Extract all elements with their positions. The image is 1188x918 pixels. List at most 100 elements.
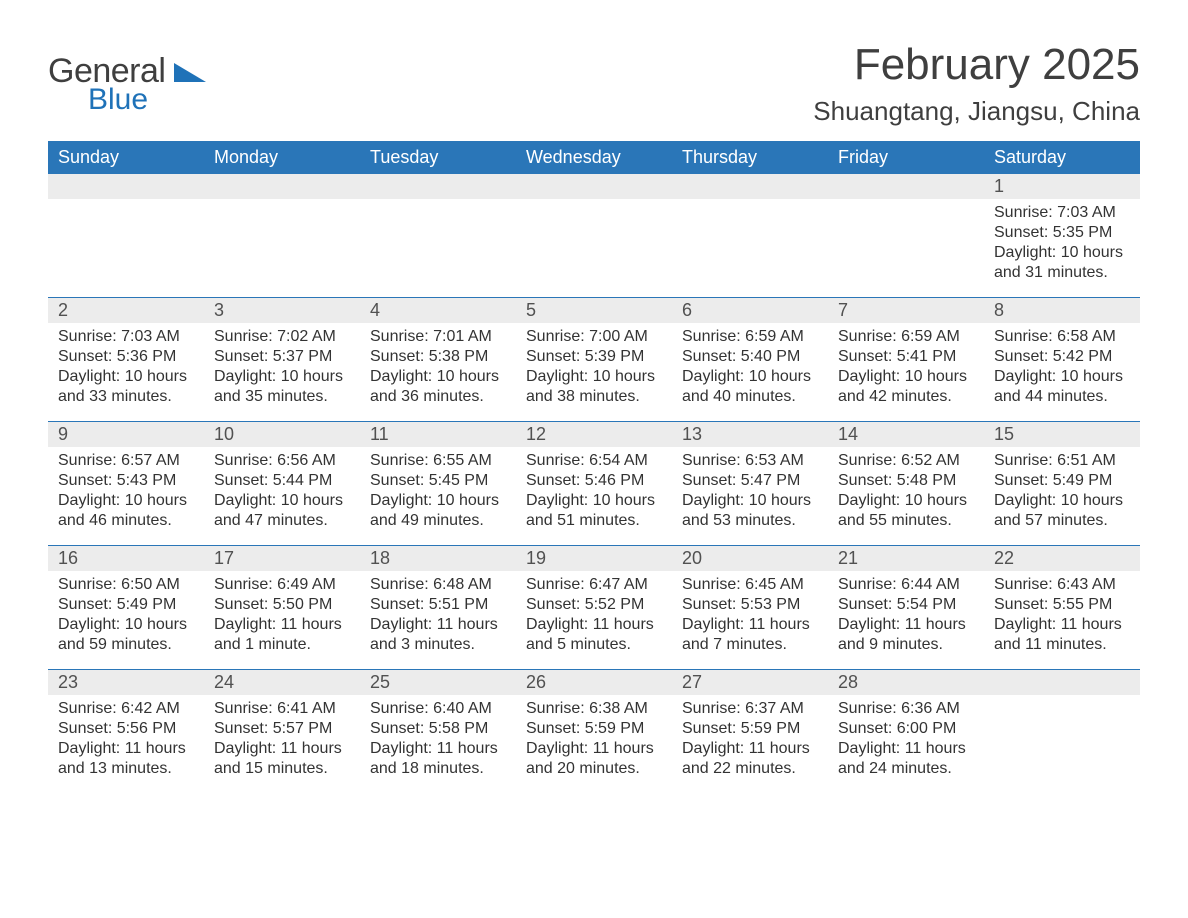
day-body-cell: Sunrise: 6:58 AMSunset: 5:42 PMDaylight:… [984,323,1140,421]
day-body-cell: Sunrise: 6:44 AMSunset: 5:54 PMDaylight:… [828,571,984,669]
daylight1-text: Daylight: 11 hours [994,615,1130,635]
day-body-cell: Sunrise: 6:53 AMSunset: 5:47 PMDaylight:… [672,447,828,545]
day-number-cell [48,174,204,199]
daylight1-text: Daylight: 10 hours [994,491,1130,511]
sunrise-text: Sunrise: 6:54 AM [526,451,662,471]
daylight2-text: and 36 minutes. [370,387,506,407]
daylight2-text: and 5 minutes. [526,635,662,655]
sunset-text: Sunset: 5:38 PM [370,347,506,367]
sunset-text: Sunset: 5:35 PM [994,223,1130,243]
daylight2-text: and 1 minute. [214,635,350,655]
day-body-cell: Sunrise: 6:50 AMSunset: 5:49 PMDaylight:… [48,571,204,669]
day-number-cell: 21 [828,546,984,571]
sunrise-text: Sunrise: 6:48 AM [370,575,506,595]
sunrise-text: Sunrise: 6:52 AM [838,451,974,471]
day-number-cell: 6 [672,298,828,323]
day-number-cell: 17 [204,546,360,571]
daylight1-text: Daylight: 10 hours [526,367,662,387]
day-body-cell [984,695,1140,793]
sunset-text: Sunset: 5:56 PM [58,719,194,739]
daylight2-text: and 40 minutes. [682,387,818,407]
daylight1-text: Daylight: 11 hours [526,615,662,635]
daylight2-text: and 35 minutes. [214,387,350,407]
day-number-cell: 4 [360,298,516,323]
day-number-cell: 5 [516,298,672,323]
day-body-cell: Sunrise: 6:36 AMSunset: 6:00 PMDaylight:… [828,695,984,793]
weekday-header: Thursday [672,141,828,174]
daylight1-text: Daylight: 10 hours [58,367,194,387]
day-body-cell: Sunrise: 6:52 AMSunset: 5:48 PMDaylight:… [828,447,984,545]
day-number-cell: 3 [204,298,360,323]
daylight1-text: Daylight: 10 hours [994,243,1130,263]
daylight2-text: and 18 minutes. [370,759,506,779]
day-body-cell [204,199,360,297]
daylight1-text: Daylight: 11 hours [214,615,350,635]
day-body-cell: Sunrise: 7:03 AMSunset: 5:35 PMDaylight:… [984,199,1140,297]
daylight2-text: and 20 minutes. [526,759,662,779]
day-number-row: 1 [48,174,1140,199]
daylight1-text: Daylight: 10 hours [370,367,506,387]
sunset-text: Sunset: 5:48 PM [838,471,974,491]
day-body-cell [516,199,672,297]
logo-flag-icon [174,60,206,87]
day-body-row: Sunrise: 6:57 AMSunset: 5:43 PM Daylight:… [48,447,1140,545]
sunset-text: Sunset: 5:43 PM [58,471,194,491]
sunset-text: Sunset: 5:57 PM [214,719,350,739]
daylight2-text: and 7 minutes. [682,635,818,655]
day-body-cell: Sunrise: 7:03 AMSunset: 5:36 PMDaylight:… [48,323,204,421]
day-number-cell: 23 [48,670,204,695]
day-number-cell: 22 [984,546,1140,571]
day-body-cell: Sunrise: 6:37 AMSunset: 5:59 PMDaylight:… [672,695,828,793]
day-body-cell: Sunrise: 6:59 AMSunset: 5:41 PMDaylight:… [828,323,984,421]
day-body-cell: Sunrise: 6:42 AMSunset: 5:56 PMDaylight:… [48,695,204,793]
day-body-cell: Sunrise: 6:51 AMSunset: 5:49 PMDaylight:… [984,447,1140,545]
daylight2-text: and 15 minutes. [214,759,350,779]
sunset-text: Sunset: 5:36 PM [58,347,194,367]
sunrise-text: Sunrise: 7:01 AM [370,327,506,347]
sunset-text: Sunset: 5:46 PM [526,471,662,491]
week-row: 1Sunrise: 7:03 AMSunset: 5:35 PMDaylight… [48,174,1140,297]
sunrise-text: Sunrise: 6:57 AM [58,451,194,471]
day-body-cell: Sunrise: 6:43 AMSunset: 5:55 PMDaylight:… [984,571,1140,669]
day-body-cell: Sunrise: 6:48 AMSunset: 5:51 PMDaylight:… [360,571,516,669]
daylight2-text: and 3 minutes. [370,635,506,655]
day-body-cell: Sunrise: 6:40 AMSunset: 5:58 PMDaylight:… [360,695,516,793]
daylight2-text: and 49 minutes. [370,511,506,531]
sunrise-text: Sunrise: 6:58 AM [994,327,1130,347]
daylight2-text: and 13 minutes. [58,759,194,779]
week-row: 9101112131415Sunrise: 6:57 AMSunset: 5:4… [48,421,1140,545]
sunset-text: Sunset: 5:45 PM [370,471,506,491]
day-body-cell: Sunrise: 6:54 AMSunset: 5:46 PMDaylight:… [516,447,672,545]
day-number-cell [204,174,360,199]
day-number-cell [984,670,1140,695]
daylight2-text: and 42 minutes. [838,387,974,407]
daylight2-text: and 57 minutes. [994,511,1130,531]
day-body-cell [48,199,204,297]
day-number-cell: 16 [48,546,204,571]
daylight2-text: and 46 minutes. [58,511,194,531]
day-number-row: 232425262728 [48,669,1140,695]
daylight1-text: Daylight: 10 hours [682,367,818,387]
sunset-text: Sunset: 5:42 PM [994,347,1130,367]
sunrise-text: Sunrise: 6:38 AM [526,699,662,719]
daylight1-text: Daylight: 11 hours [682,739,818,759]
day-number-cell: 2 [48,298,204,323]
daylight1-text: Daylight: 11 hours [682,615,818,635]
sunrise-text: Sunrise: 7:00 AM [526,327,662,347]
day-body-row: Sunrise: 7:03 AMSunset: 5:36 PMDaylight:… [48,323,1140,421]
daylight1-text: Daylight: 11 hours [838,615,974,635]
calendar: Sunday Monday Tuesday Wednesday Thursday… [48,141,1140,793]
day-number-cell: 10 [204,422,360,447]
top-bar: General Blue February 2025 Shuangtang, J… [48,40,1140,127]
daylight1-text: Daylight: 11 hours [526,739,662,759]
weekday-header: Wednesday [516,141,672,174]
daylight1-text: Daylight: 11 hours [370,615,506,635]
logo-blue-text: Blue [88,83,206,117]
sunrise-text: Sunrise: 6:47 AM [526,575,662,595]
sunrise-text: Sunrise: 7:03 AM [58,327,194,347]
daylight2-text: and 24 minutes. [838,759,974,779]
day-body-cell: Sunrise: 6:57 AMSunset: 5:43 PMDaylight:… [48,447,204,545]
sunrise-text: Sunrise: 7:02 AM [214,327,350,347]
daylight1-text: Daylight: 10 hours [994,367,1130,387]
daylight2-text: and 59 minutes. [58,635,194,655]
